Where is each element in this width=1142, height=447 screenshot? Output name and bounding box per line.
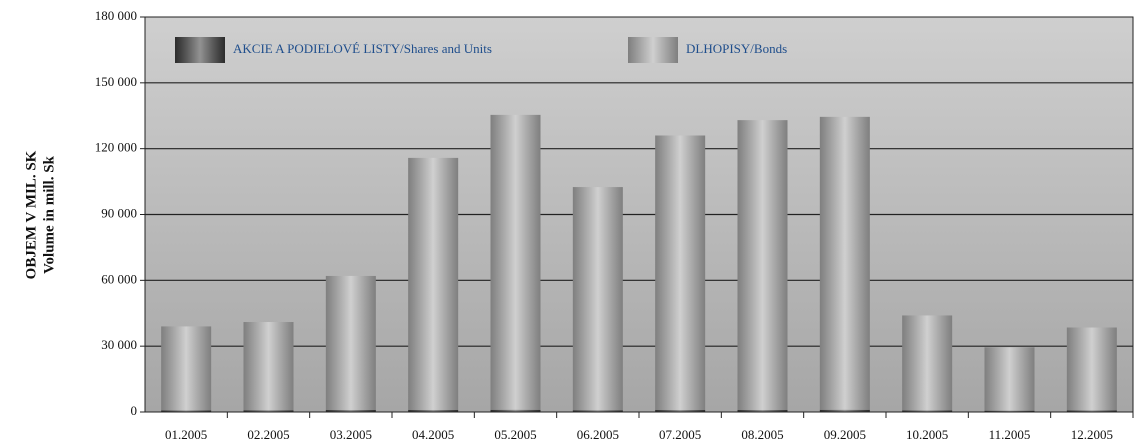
- bar-segment: [161, 410, 212, 412]
- bar-segment: [243, 410, 294, 412]
- y-tick-label: 180 000: [95, 8, 137, 23]
- y-tick-label: 90 000: [101, 205, 137, 220]
- x-tick-label: 01.2005: [165, 427, 207, 442]
- bar-segment: [572, 187, 623, 411]
- x-tick-label: 08.2005: [741, 427, 783, 442]
- bar-segment: [655, 410, 706, 412]
- bar-segment: [819, 409, 870, 412]
- bar-segment: [325, 275, 376, 411]
- legend-swatch: [175, 37, 225, 63]
- legend-label: DLHOPISY/Bonds: [686, 41, 787, 56]
- y-tick-label: 150 000: [95, 74, 137, 89]
- y-tick-label: 0: [131, 403, 138, 418]
- y-tick-label: 30 000: [101, 337, 137, 352]
- bar-segment: [902, 315, 953, 411]
- bar-segment: [737, 120, 788, 411]
- y-tick-label: 120 000: [95, 140, 137, 155]
- x-tick-label: 11.2005: [989, 427, 1031, 442]
- bar-segment: [572, 410, 623, 412]
- bar-segment: [490, 114, 541, 410]
- y-tick-label: 60 000: [101, 271, 137, 286]
- x-tick-label: 06.2005: [577, 427, 619, 442]
- bar-segment: [408, 410, 459, 412]
- y-label-2: Volume in mill. Sk: [41, 155, 57, 273]
- legend-swatch: [628, 37, 678, 63]
- x-tick-label: 12.2005: [1071, 427, 1113, 442]
- bar-segment: [902, 410, 953, 412]
- bar-segment: [655, 135, 706, 411]
- bar-segment: [243, 322, 294, 411]
- x-tick-label: 02.2005: [247, 427, 289, 442]
- legend-label: AKCIE A PODIELOVÉ LISTY/Shares and Units: [233, 41, 492, 56]
- bar-segment: [984, 347, 1035, 411]
- bar-segment: [1066, 327, 1117, 411]
- x-tick-label: 07.2005: [659, 427, 701, 442]
- bar-segment: [325, 410, 376, 412]
- y-axis-label: OBJEM V MIL. SK Volume in mill. Sk: [23, 150, 57, 279]
- bar-segment: [161, 326, 212, 411]
- bar-segment: [819, 116, 870, 410]
- bar-segment: [490, 409, 541, 412]
- x-tick-label: 09.2005: [824, 427, 866, 442]
- x-tick-label: 03.2005: [330, 427, 372, 442]
- y-label-1: OBJEM V MIL. SK: [23, 150, 39, 279]
- x-tick-label: 04.2005: [412, 427, 454, 442]
- bar-segment: [1066, 410, 1117, 412]
- x-tick-label: 10.2005: [906, 427, 948, 442]
- bar-segment: [737, 410, 788, 412]
- x-tick-label: 05.2005: [494, 427, 536, 442]
- bar-segment: [984, 410, 1035, 412]
- bar-segment: [408, 157, 459, 411]
